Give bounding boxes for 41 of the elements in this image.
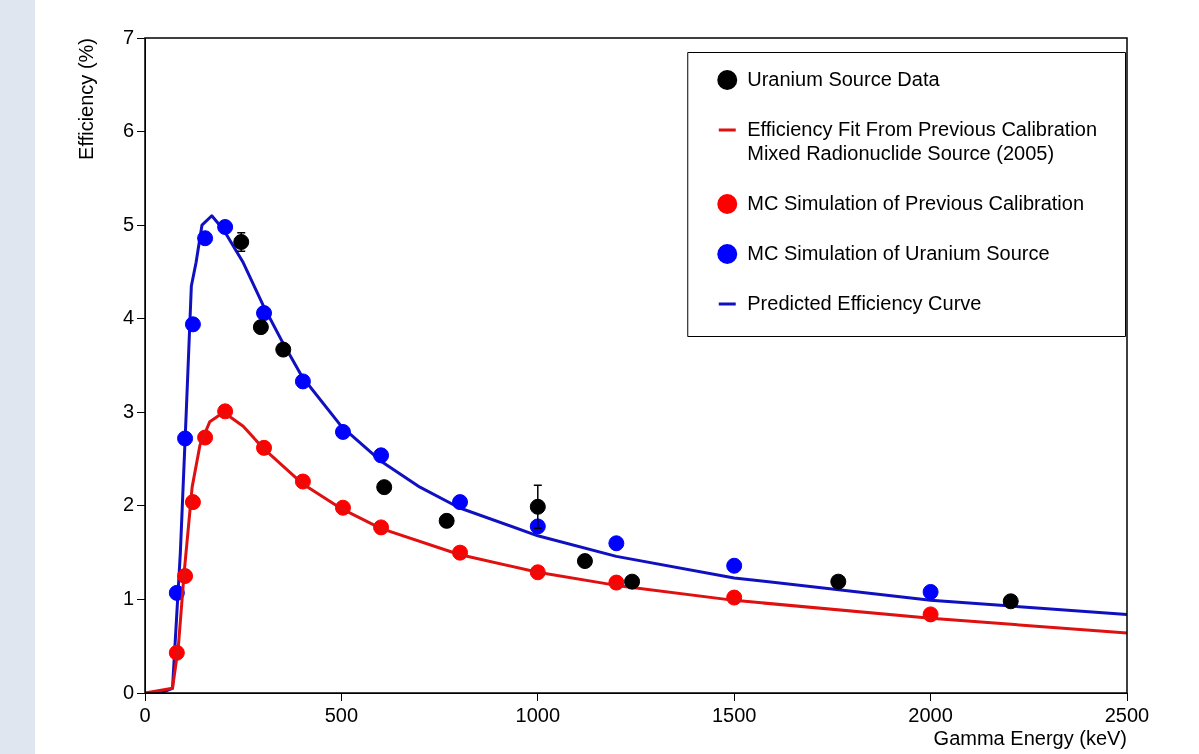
point [576, 553, 593, 570]
legend-label: MC Simulation of Uranium Source [747, 241, 1050, 264]
x-tick-label: 1500 [711, 703, 757, 726]
point [922, 583, 939, 600]
point [726, 557, 743, 574]
point [252, 319, 269, 336]
x-tick-label: 1000 [515, 703, 561, 726]
point [217, 219, 234, 236]
point [275, 341, 292, 358]
legend-label: MC Simulation of Previous Calibration [747, 191, 1085, 214]
y-tick-label: 0 [122, 680, 134, 703]
y-tick-label: 1 [122, 586, 134, 609]
point [608, 535, 625, 552]
x-tick-label: 2000 [908, 703, 953, 726]
point [624, 573, 641, 590]
legend-label: Efficiency Fit From Previous Calibration Mixed Radionuclide Source (2005) [747, 117, 1097, 164]
x-tick-label: 2500 [1104, 703, 1150, 726]
point [1002, 593, 1019, 610]
y-tick-label: 4 [122, 306, 134, 329]
y-tick-label: 2 [122, 493, 134, 516]
point [184, 316, 201, 333]
y-tick-label: 7 [122, 25, 134, 48]
y-axis-title: Efficiency (%) [74, 38, 97, 160]
y-tick-label: 6 [122, 119, 134, 142]
point [334, 423, 351, 440]
y-tick-label: 5 [122, 212, 134, 235]
point [452, 494, 469, 511]
x-tick-label: 500 [324, 703, 359, 726]
x-tick-label: 0 [139, 703, 151, 726]
legend-label: Uranium Source Data [747, 67, 941, 90]
y-tick-label: 3 [122, 399, 134, 422]
point [438, 512, 455, 529]
legend-label: Predicted Efficiency Curve [747, 291, 982, 314]
point [197, 230, 214, 247]
point [294, 373, 311, 390]
point [256, 305, 273, 322]
point [177, 430, 194, 447]
x-axis-title: Gamma Energy (keV) [933, 726, 1127, 749]
point [830, 573, 847, 590]
point [376, 479, 393, 496]
point [373, 447, 390, 464]
